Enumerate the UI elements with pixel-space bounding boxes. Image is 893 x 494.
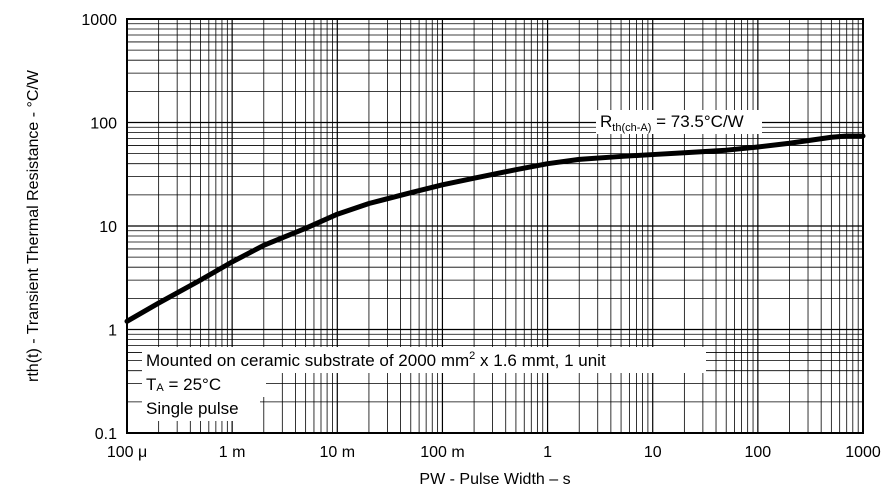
x-tick-label: 1000: [845, 444, 881, 461]
mount-text: Mounted on ceramic substrate of 2000 mm: [146, 351, 469, 370]
conditions-bg-2: [142, 373, 266, 397]
y-tick-label: 1000: [81, 12, 117, 29]
conditions-bg-3: [142, 397, 260, 421]
rth-annotation: Rth(ch-A) = 73.5°C/W: [600, 112, 744, 134]
x-tick-label: 100 m: [420, 444, 464, 461]
rth-value: = 73.5°C/W: [651, 112, 743, 131]
y-tick-label: 1: [108, 323, 117, 340]
x-tick-label: 100: [745, 444, 772, 461]
series-line: [124, 133, 866, 324]
ta-annotation: TA = 25°C: [146, 375, 221, 394]
y-tick-labels: 0.1 1 10 100 1000: [81, 12, 117, 443]
y-axis-title: rth(t) - Transient Thermal Resistance - …: [25, 69, 42, 382]
y-tick-label: 100: [90, 116, 117, 133]
ta-value: = 25°C: [164, 375, 221, 394]
mount-superscript: 2: [469, 350, 475, 362]
x-axis-title: PW - Pulse Width – s: [419, 471, 570, 488]
mount-text-end: x 1.6 mmt, 1 unit: [475, 351, 606, 370]
x-tick-label: 100 μ: [107, 444, 147, 461]
x-tick-label: 1 m: [219, 444, 246, 461]
conditions-bg-1: [142, 347, 706, 373]
ta-label: T: [146, 375, 156, 394]
y-tick-label: 0.1: [95, 426, 117, 443]
x-tick-label: 1: [543, 444, 552, 461]
ta-subscript: A: [156, 382, 164, 394]
x-tick-labels: 100 μ 1 m 10 m 100 m 1 10 100 1000: [107, 444, 881, 461]
plot-frame: [126, 18, 864, 434]
y-tick-label: 10: [99, 219, 117, 236]
x-tick-label: 10: [644, 444, 662, 461]
pulse-annotation: Single pulse: [146, 399, 239, 418]
rth-label: R: [600, 112, 612, 131]
mount-annotation: Mounted on ceramic substrate of 2000 mm2…: [146, 350, 606, 370]
rth-subscript: th(ch-A): [612, 122, 651, 134]
rth-annotation-bg: [596, 110, 762, 134]
x-tick-label: 10 m: [319, 444, 355, 461]
